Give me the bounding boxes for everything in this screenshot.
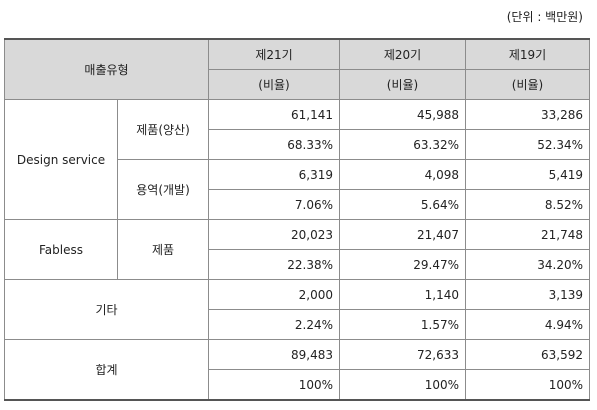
- table-cell: 21,748: [465, 219, 591, 250]
- table-row: 100% 100% 100%: [5, 369, 591, 401]
- table-cell: 21,407: [339, 219, 467, 250]
- table-cell: 63.32%: [339, 129, 467, 160]
- table-cell: 72,633: [339, 339, 467, 370]
- table-cell: 20,023: [208, 219, 341, 250]
- table-cell: 29.47%: [339, 249, 467, 280]
- table-cell: 63,592: [465, 339, 591, 370]
- table-cell: 33,286: [465, 99, 591, 130]
- table-row: 용역(개발) 6,319 4,098 5,419: [5, 159, 591, 220]
- fabless-group: Fabless: [4, 219, 118, 280]
- table-row: 합계 89,483 72,633 63,592: [3, 339, 591, 401]
- period-header-20: 제20기: [339, 38, 467, 70]
- table-row: 2.24% 1.57% 4.94%: [5, 309, 591, 340]
- type-header: 매출유형: [3, 38, 210, 100]
- table-row: 68.33% 63.32% 52.34%: [5, 129, 591, 160]
- table-cell: 7.06%: [208, 189, 341, 220]
- table-cell: 100%: [339, 369, 467, 401]
- table-cell: 8.52%: [465, 189, 591, 220]
- header-row-ratio: (비율) (비율) (비율): [5, 69, 591, 100]
- table-cell: 2.24%: [208, 309, 341, 340]
- table-row: 기타 2,000 1,140 3,139: [3, 279, 591, 340]
- table-row: 7.06% 5.64% 8.52%: [5, 189, 591, 220]
- table-cell: 100%: [208, 369, 341, 401]
- table-row: Design service 제품(양산) 61,141 45,988 33,2…: [4, 99, 591, 220]
- table-cell: 61,141: [208, 99, 341, 130]
- table-cell: 1,140: [339, 279, 467, 310]
- design-product-label: 제품(양산): [116, 99, 210, 160]
- header-row-periods: 매출유형 제21기 제20기 제19기: [3, 38, 591, 100]
- fabless-product-label: 제품: [116, 219, 210, 280]
- design-service-group: Design service: [4, 99, 118, 220]
- table-cell: 4,098: [339, 159, 467, 190]
- table-cell: 22.38%: [208, 249, 341, 280]
- table-cell: 45,988: [339, 99, 467, 130]
- ratio-header-21: (비율): [208, 69, 341, 100]
- table-cell: 1.57%: [339, 309, 467, 340]
- table-row: 22.38% 29.47% 34.20%: [5, 249, 591, 280]
- table-cell: 52.34%: [465, 129, 591, 160]
- other-label: 기타: [3, 279, 210, 340]
- period-header-21: 제21기: [208, 38, 341, 70]
- total-label: 합계: [3, 339, 210, 401]
- table-cell: 34.20%: [465, 249, 591, 280]
- table-cell: 5,419: [465, 159, 591, 190]
- table-cell: 100%: [465, 369, 591, 401]
- table-cell: 3,139: [465, 279, 591, 310]
- ratio-header-19: (비율): [465, 69, 591, 100]
- table-cell: 6,319: [208, 159, 341, 190]
- table-cell: 5.64%: [339, 189, 467, 220]
- design-service-label: 용역(개발): [116, 159, 210, 220]
- table-row: Fabless 제품 20,023 21,407 21,748: [4, 219, 591, 280]
- table-cell: 4.94%: [465, 309, 591, 340]
- sales-table: 매출유형 제21기 제20기 제19기 (비율) (비율) (비율) Desig…: [3, 38, 591, 401]
- table-cell: 2,000: [208, 279, 341, 310]
- unit-note: (단위 : 백만원): [506, 10, 583, 24]
- period-header-19: 제19기: [465, 38, 591, 70]
- table-cell: 68.33%: [208, 129, 341, 160]
- table-cell: 89,483: [208, 339, 341, 370]
- ratio-header-20: (비율): [339, 69, 467, 100]
